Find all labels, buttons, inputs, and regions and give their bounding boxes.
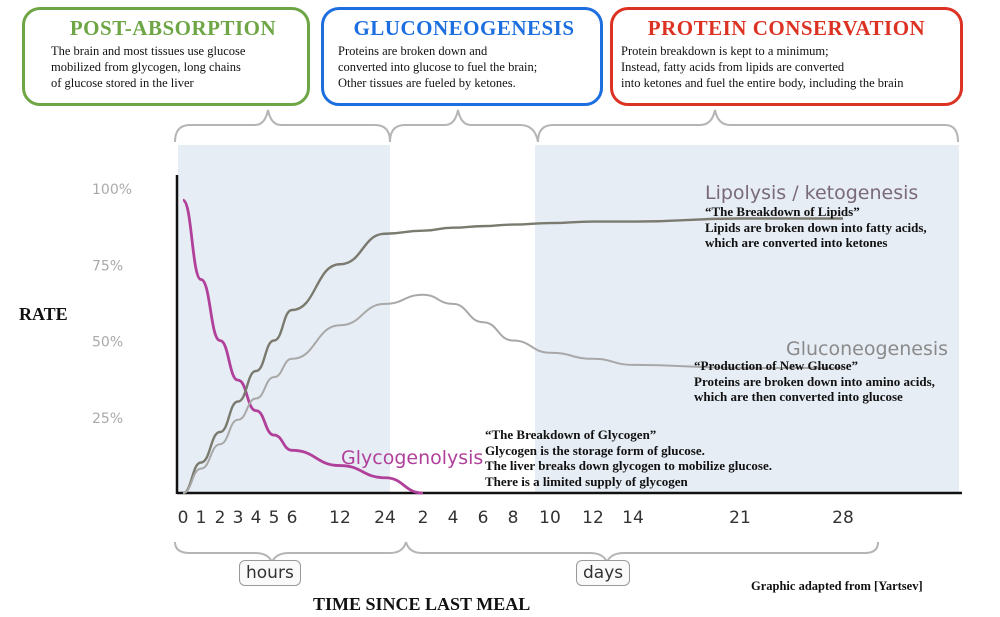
credit-text: Graphic adapted from [Yartsev] xyxy=(751,579,923,593)
y-axis-label: RATE xyxy=(19,304,68,324)
post-absorption-title: POST-ABSORPTION xyxy=(69,16,277,40)
x-tick-layer: 0 1 2 3 4 5 6 12 24 2 4 6 8 10 12 14 21 28 xyxy=(178,508,854,528)
x-tick-label: 2 xyxy=(418,508,429,528)
bottom-brace xyxy=(174,541,879,565)
glycogenolysis-annotation: “The Breakdown of Glycogen” Glycogen is … xyxy=(485,427,772,489)
x-tick-label: 6 xyxy=(478,508,489,528)
hours-label: hours xyxy=(239,560,301,586)
series-line-glycogenolysis xyxy=(181,198,424,495)
gluconeogenesis-text: Proteins are broken down and converted i… xyxy=(338,44,538,90)
x-tick-label: 14 xyxy=(622,508,644,528)
x-tick-label: 1 xyxy=(196,508,207,528)
x-tick-label: 12 xyxy=(329,508,351,528)
x-tick-label: 5 xyxy=(269,508,280,528)
x-tick-label: 0 xyxy=(178,508,189,528)
post-absorption-box: POST-ABSORPTION The brain and most tissu… xyxy=(22,7,310,106)
x-tick-label: 8 xyxy=(508,508,519,528)
protein-conservation-box: PROTEIN CONSERVATION Protein breakdown i… xyxy=(610,7,963,106)
series-line-lipolysis-ketogenesis xyxy=(182,217,843,495)
x-tick-label: 21 xyxy=(729,508,751,528)
x-tick-label: 12 xyxy=(582,508,604,528)
gluconeogenesis-box: GLUCONEOGENESIS Proteins are broken down… xyxy=(321,7,603,106)
x-tick-label: 3 xyxy=(233,508,244,528)
y-tick-label: 100% xyxy=(92,182,132,198)
x-tick-label: 4 xyxy=(251,508,262,528)
y-tick-label: 75% xyxy=(92,258,123,274)
gluconeogenesis-curve-label: Gluconeogenesis xyxy=(786,338,949,360)
top-brace xyxy=(174,109,959,143)
phase-shade-protein-conservation xyxy=(535,145,959,493)
days-label: days xyxy=(576,560,631,586)
y-tick-label: 50% xyxy=(92,335,123,351)
y-tick-layer: 100% 75% 50% 25% xyxy=(92,182,132,427)
x-tick-label: 6 xyxy=(287,508,298,528)
gluconeogenesis-annotation: “Production of New Glucose” Proteins are… xyxy=(694,358,935,404)
x-tick-label: 10 xyxy=(539,508,561,528)
x-tick-label: 4 xyxy=(448,508,459,528)
lipolysis-curve-label: Lipolysis / ketogenesis xyxy=(705,182,919,204)
lipolysis-annotation: “The Breakdown of Lipids” Lipids are bro… xyxy=(705,204,927,250)
post-absorption-text: The brain and most tissues use glucose m… xyxy=(51,44,246,90)
glycogenolysis-curve-label: Glycogenolysis xyxy=(341,447,484,469)
y-tick-label: 25% xyxy=(92,411,123,427)
axes xyxy=(175,175,962,495)
series-layer xyxy=(181,198,843,495)
protein-conservation-title: PROTEIN CONSERVATION xyxy=(647,16,926,40)
gluconeogenesis-title: GLUCONEOGENESIS xyxy=(353,16,575,40)
x-tick-label: 24 xyxy=(374,508,396,528)
series-line-gluconeogenesis xyxy=(182,293,843,494)
x-axis-label: TIME SINCE LAST MEAL xyxy=(313,594,531,614)
protein-conservation-text: Protein breakdown is kept to a minimum; … xyxy=(621,44,904,90)
x-tick-label: 28 xyxy=(832,508,854,528)
x-tick-label: 2 xyxy=(215,508,226,528)
